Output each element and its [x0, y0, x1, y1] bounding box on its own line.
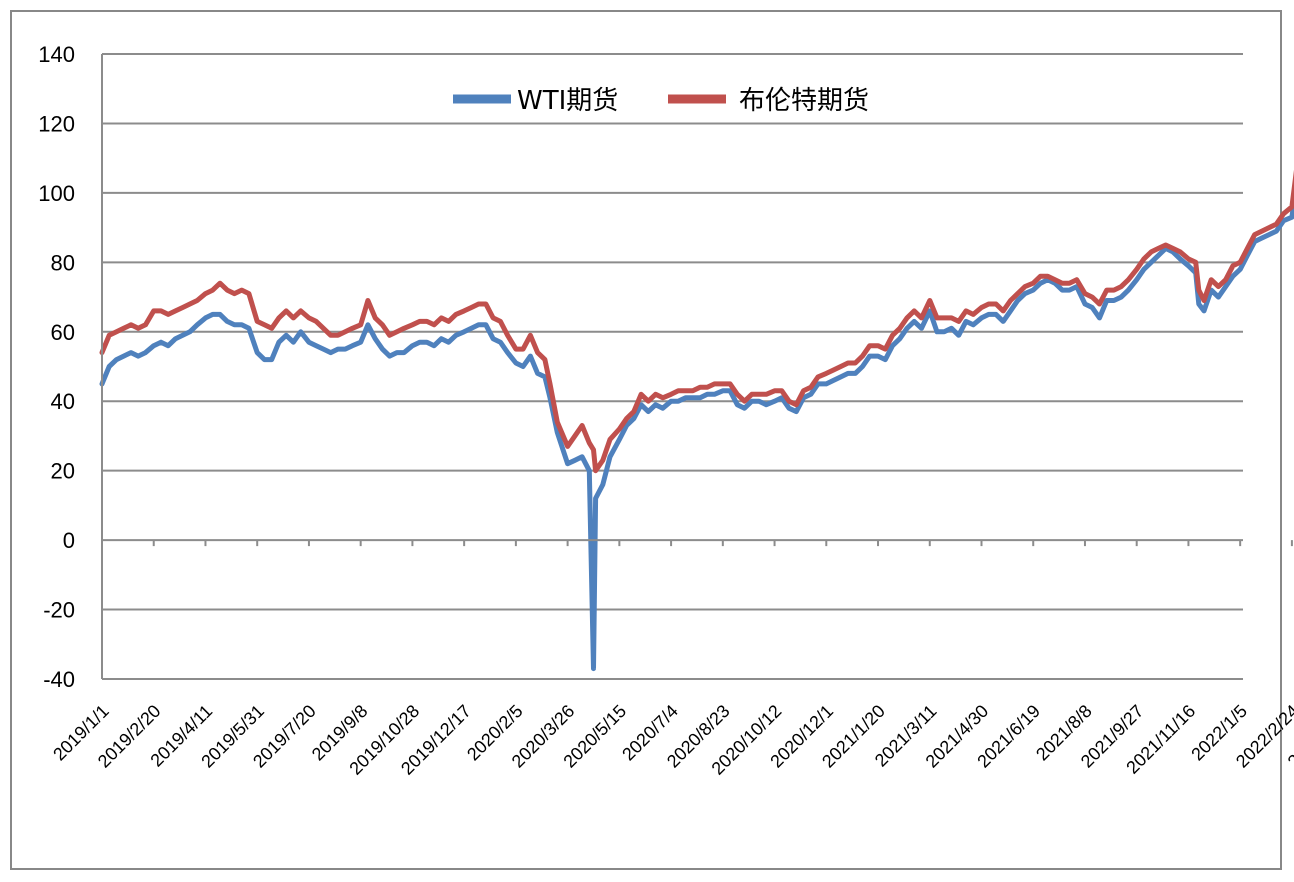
y-tick-label: 0 — [63, 528, 75, 553]
gridlines — [102, 53, 1243, 680]
y-tick-labels: 140 120 100 80 60 40 20 0 -20 -40 — [38, 42, 75, 692]
x-tick-labels: 2019/1/12019/2/202019/4/112019/5/312019/… — [49, 701, 1294, 779]
y-tick-label: 20 — [51, 459, 75, 484]
series-line-brent — [99, 169, 1294, 474]
legend: WTI期货 布伦特期货 — [453, 86, 869, 116]
y-tick-label: 60 — [51, 320, 75, 345]
legend-label: WTI期货 — [517, 86, 618, 116]
legend-label: 布伦特期货 — [739, 86, 869, 116]
y-tick-label: 120 — [38, 111, 75, 136]
chart-frame — [10, 10, 1282, 870]
y-tick-label: 100 — [38, 181, 75, 206]
y-tick-label: 40 — [51, 389, 75, 414]
axes — [101, 54, 1293, 679]
y-tick-label: -40 — [43, 667, 75, 692]
y-tick-label: -20 — [43, 598, 75, 623]
y-tick-label: 80 — [51, 250, 75, 275]
y-tick-label: 140 — [38, 42, 75, 67]
series-lines — [99, 169, 1294, 672]
series-line-wti — [99, 183, 1294, 672]
